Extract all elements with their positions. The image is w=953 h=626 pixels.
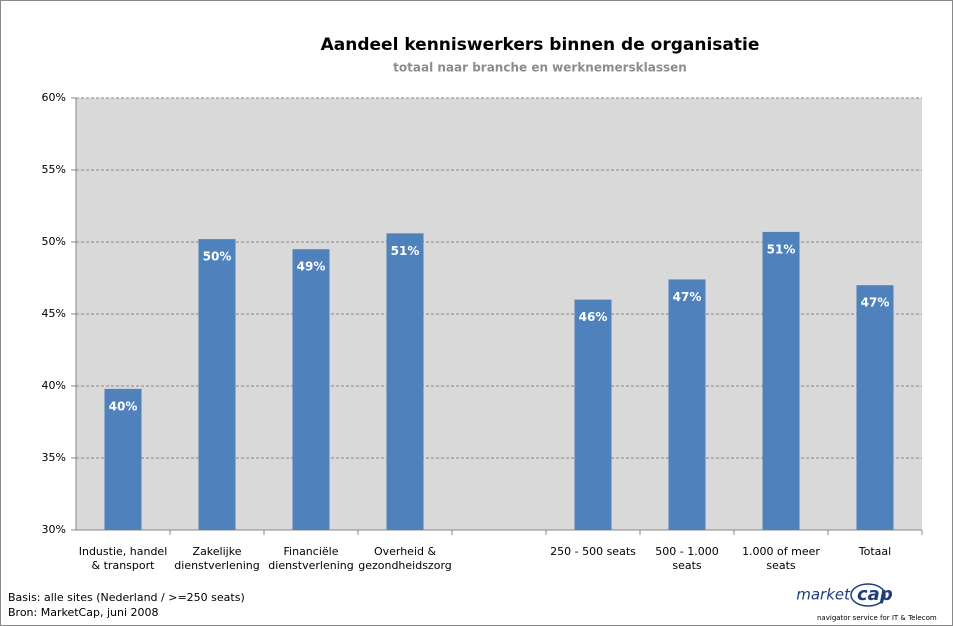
logo-ring: [850, 583, 886, 607]
bar: [762, 231, 800, 531]
value-label: 47%: [673, 290, 702, 304]
x-tick-label: 1.000 of meer seats: [742, 545, 820, 572]
logo-text: market: [796, 586, 851, 604]
y-tick-label: 45%: [42, 307, 66, 320]
bar: [386, 233, 424, 531]
y-tick-label: 35%: [42, 451, 66, 464]
bar: [574, 299, 612, 530]
chart-title: Aandeel kenniswerkers binnen de organisa…: [321, 35, 760, 55]
y-tick-label: 55%: [42, 163, 66, 176]
value-label: 50%: [203, 250, 232, 264]
bar: [292, 249, 330, 530]
logo-tagline: navigator service for IT & Telecom: [817, 614, 937, 622]
value-label: 40%: [109, 399, 138, 413]
x-tick-label: 500 - 1.000 seats: [655, 545, 719, 572]
bar: [198, 239, 236, 530]
x-tick-label: Totaal: [858, 545, 892, 558]
value-label: 51%: [767, 242, 796, 256]
footnote: Basis: alle sites (Nederland / >=250 sea…: [8, 591, 245, 604]
value-label: 47%: [861, 296, 890, 310]
x-tick-label: Financiële dienstverlening: [268, 545, 354, 572]
bar: [104, 388, 142, 530]
y-tick-label: 30%: [42, 523, 66, 536]
footnote: Bron: MarketCap, juni 2008: [8, 606, 159, 619]
bar: [668, 279, 706, 530]
logo-text: cap: [857, 584, 893, 605]
x-tick-label: 250 - 500 seats: [550, 545, 636, 558]
x-tick-label: Overheid & gezondheidszorg: [358, 545, 452, 572]
bar: [856, 285, 894, 530]
value-label: 46%: [579, 310, 608, 324]
y-tick-label: 50%: [42, 235, 66, 248]
value-label: 49%: [297, 260, 326, 274]
y-tick-label: 60%: [42, 91, 66, 104]
chart-subtitle: totaal naar branche en werknemersklassen: [393, 61, 687, 75]
x-tick-label: Industie, handel & transport: [78, 545, 168, 572]
x-tick-label: Zakelijke dienstverlening: [174, 545, 260, 572]
value-label: 51%: [391, 244, 420, 258]
y-tick-label: 40%: [42, 379, 66, 392]
